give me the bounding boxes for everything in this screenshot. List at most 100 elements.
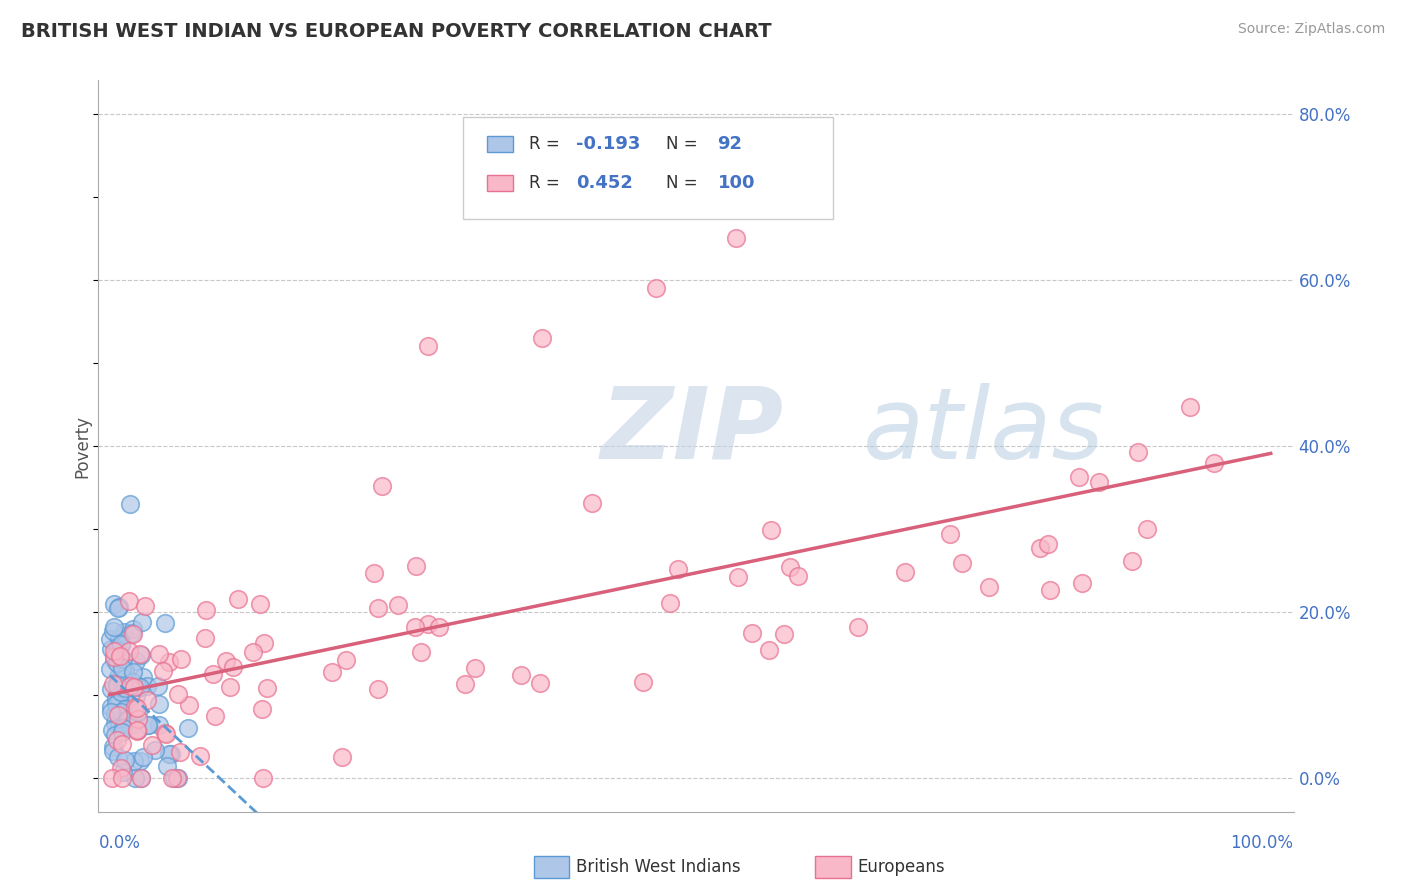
Point	[112, 624, 135, 639]
Point	[741, 626, 763, 640]
Point	[1202, 456, 1225, 470]
Point	[100, 642, 122, 657]
Point	[194, 603, 217, 617]
Point	[108, 648, 131, 663]
Point	[129, 647, 152, 661]
Point	[111, 676, 134, 690]
Point	[111, 764, 134, 779]
Point	[166, 687, 188, 701]
Point	[107, 750, 129, 764]
Text: British West Indians: British West Indians	[576, 858, 741, 876]
Point	[1029, 541, 1052, 556]
Point	[222, 660, 245, 674]
Point	[118, 644, 141, 658]
Point	[758, 643, 780, 657]
Point	[120, 679, 142, 693]
Point	[201, 667, 224, 681]
Point	[114, 681, 136, 695]
Point	[112, 705, 135, 719]
Point	[427, 620, 450, 634]
Point	[122, 627, 145, 641]
Point	[330, 749, 353, 764]
Point	[111, 772, 134, 786]
Point	[141, 738, 163, 752]
Point	[127, 680, 149, 694]
Point	[1121, 554, 1143, 568]
Point	[148, 697, 170, 711]
Point	[110, 636, 132, 650]
Point	[107, 599, 129, 614]
Point	[204, 709, 226, 723]
Point	[335, 653, 357, 667]
Point	[363, 566, 385, 580]
Point	[170, 652, 193, 666]
Point	[108, 655, 131, 669]
Point	[218, 680, 240, 694]
Text: N =: N =	[666, 174, 703, 192]
Text: 92: 92	[717, 135, 742, 153]
Point	[404, 620, 426, 634]
Point	[112, 670, 135, 684]
Point	[194, 632, 217, 646]
Point	[846, 619, 869, 633]
Point	[761, 523, 783, 537]
Point	[128, 755, 150, 769]
FancyBboxPatch shape	[486, 136, 513, 152]
Point	[114, 663, 136, 677]
Point	[177, 721, 200, 735]
Point	[111, 712, 134, 726]
Point	[132, 670, 155, 684]
Point	[103, 677, 125, 691]
Point	[125, 723, 148, 738]
Point	[256, 681, 278, 695]
Point	[1087, 475, 1109, 489]
Text: Source: ZipAtlas.com: Source: ZipAtlas.com	[1237, 22, 1385, 37]
Point	[167, 772, 190, 786]
Point	[111, 652, 134, 666]
Point	[101, 624, 124, 639]
Point	[108, 632, 131, 646]
Text: 100: 100	[717, 174, 755, 192]
Point	[724, 231, 747, 245]
Point	[148, 647, 170, 661]
Point	[509, 668, 531, 682]
Point	[124, 772, 146, 786]
Point	[101, 772, 124, 786]
Point	[111, 738, 134, 752]
Point	[666, 562, 689, 576]
Point	[454, 677, 477, 691]
Point	[111, 721, 134, 735]
Point	[371, 479, 394, 493]
Point	[1128, 445, 1150, 459]
Point	[1038, 537, 1060, 551]
Point	[1070, 575, 1092, 590]
Point	[129, 772, 152, 786]
Point	[138, 718, 160, 732]
Point	[1180, 400, 1202, 414]
Point	[136, 717, 159, 731]
Point	[166, 772, 188, 786]
Text: 0.452: 0.452	[576, 174, 633, 192]
Point	[101, 723, 124, 737]
Point	[631, 675, 654, 690]
Point	[160, 747, 183, 761]
Point	[658, 596, 681, 610]
Point	[111, 725, 134, 739]
Point	[645, 281, 668, 295]
Point	[143, 743, 166, 757]
Point	[112, 652, 135, 666]
Point	[215, 654, 238, 668]
Point	[110, 705, 132, 719]
Point	[114, 701, 136, 715]
Point	[253, 636, 276, 650]
Point	[103, 649, 125, 664]
Text: atlas: atlas	[863, 383, 1105, 480]
Point	[103, 653, 125, 667]
Point	[127, 712, 149, 726]
Point	[779, 560, 801, 574]
Point	[120, 718, 142, 732]
Point	[405, 559, 427, 574]
Point	[249, 598, 271, 612]
Point	[367, 601, 389, 615]
Point	[121, 626, 143, 640]
